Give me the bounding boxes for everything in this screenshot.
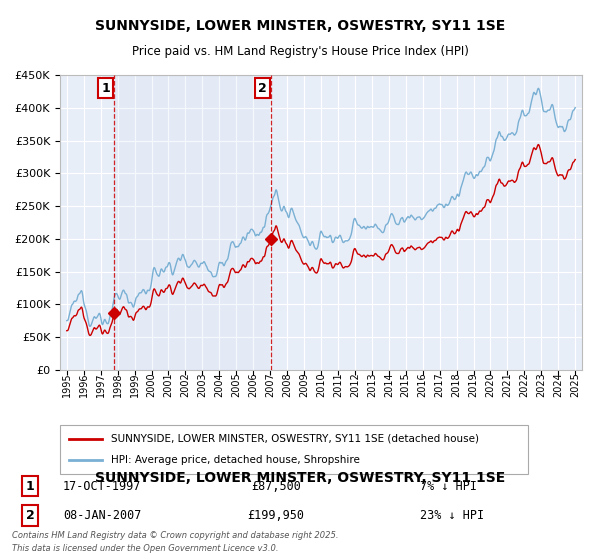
- Text: 2018: 2018: [452, 372, 461, 397]
- Text: 1998: 1998: [113, 372, 122, 397]
- Text: 1999: 1999: [130, 372, 140, 397]
- Text: 2005: 2005: [231, 372, 241, 398]
- Text: HPI: Average price, detached house, Shropshire: HPI: Average price, detached house, Shro…: [112, 455, 361, 465]
- Text: 2021: 2021: [502, 372, 512, 398]
- Text: 17-OCT-1997: 17-OCT-1997: [63, 479, 141, 493]
- Text: 1997: 1997: [95, 372, 106, 397]
- Text: 2008: 2008: [282, 372, 292, 397]
- Text: 2003: 2003: [197, 372, 208, 397]
- Text: 2020: 2020: [485, 372, 496, 398]
- Text: 2010: 2010: [316, 372, 326, 397]
- Text: 2001: 2001: [163, 372, 173, 397]
- Text: 2024: 2024: [553, 372, 563, 398]
- Text: 7% ↓ HPI: 7% ↓ HPI: [420, 479, 477, 493]
- Text: 2013: 2013: [367, 372, 377, 397]
- Text: 1996: 1996: [79, 372, 89, 397]
- Text: 2009: 2009: [299, 372, 309, 397]
- Text: SUNNYSIDE, LOWER MINSTER, OSWESTRY, SY11 1SE (detached house): SUNNYSIDE, LOWER MINSTER, OSWESTRY, SY11…: [112, 433, 479, 444]
- Text: SUNNYSIDE, LOWER MINSTER, OSWESTRY, SY11 1SE: SUNNYSIDE, LOWER MINSTER, OSWESTRY, SY11…: [95, 471, 505, 485]
- Text: 1995: 1995: [62, 372, 72, 397]
- Text: Contains HM Land Registry data © Crown copyright and database right 2025.: Contains HM Land Registry data © Crown c…: [12, 531, 338, 540]
- Text: 2012: 2012: [350, 372, 360, 398]
- Text: 2014: 2014: [384, 372, 394, 397]
- Text: Price paid vs. HM Land Registry's House Price Index (HPI): Price paid vs. HM Land Registry's House …: [131, 44, 469, 58]
- Text: £87,500: £87,500: [251, 479, 301, 493]
- Text: 2023: 2023: [536, 372, 547, 398]
- Text: This data is licensed under the Open Government Licence v3.0.: This data is licensed under the Open Gov…: [12, 544, 278, 553]
- Text: 2016: 2016: [418, 372, 428, 397]
- Text: 2004: 2004: [214, 372, 224, 397]
- Bar: [114, 75, 271, 370]
- Text: 2000: 2000: [146, 372, 157, 397]
- Text: 1: 1: [26, 479, 34, 493]
- Text: SUNNYSIDE, LOWER MINSTER, OSWESTRY, SY11 1SE: SUNNYSIDE, LOWER MINSTER, OSWESTRY, SY11…: [95, 19, 505, 33]
- Text: 2019: 2019: [469, 372, 479, 397]
- Text: 08-JAN-2007: 08-JAN-2007: [63, 508, 141, 522]
- Text: 2022: 2022: [520, 372, 529, 398]
- Text: 2: 2: [258, 82, 266, 95]
- Text: 2017: 2017: [434, 372, 445, 398]
- Text: 2015: 2015: [401, 372, 411, 398]
- Text: 23% ↓ HPI: 23% ↓ HPI: [420, 508, 484, 522]
- Text: 2: 2: [26, 508, 34, 522]
- Text: 2011: 2011: [333, 372, 343, 397]
- Text: £199,950: £199,950: [248, 508, 305, 522]
- Text: 2007: 2007: [265, 372, 275, 398]
- Text: 1: 1: [101, 82, 110, 95]
- Text: 2006: 2006: [248, 372, 258, 397]
- Text: 2025: 2025: [570, 372, 580, 398]
- Text: 2002: 2002: [181, 372, 190, 398]
